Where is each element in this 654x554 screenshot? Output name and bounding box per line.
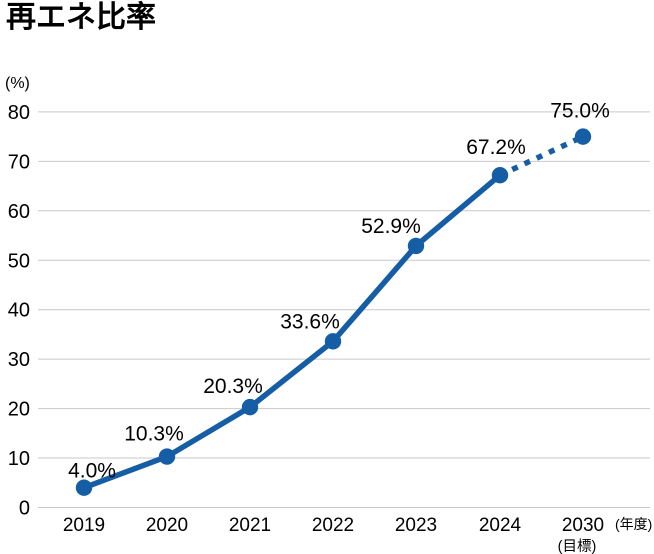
x-tick-label: 2021 [229, 515, 271, 536]
data-point [324, 333, 342, 350]
trend-line-solid [81, 172, 503, 491]
x-tick-note: (目標) [558, 538, 597, 554]
x-tick-label: 2020 [146, 515, 188, 536]
x-tick-label: 2024 [479, 515, 522, 536]
y-axis-unit-label: (%) [5, 75, 30, 92]
x-axis-unit-label: (年度) [615, 516, 653, 532]
data-point [158, 448, 176, 465]
data-point-label: 67.2% [466, 136, 526, 159]
data-point [75, 479, 93, 496]
data-point-label: 20.3% [203, 375, 263, 398]
y-tick-label: 50 [8, 250, 30, 272]
data-point-label: 52.9% [361, 215, 421, 238]
y-tick-label: 0 [19, 498, 30, 520]
y-tick-label: 20 [8, 399, 30, 421]
data-point-label: 33.6% [280, 310, 340, 333]
y-tick-label: 60 [8, 201, 30, 223]
data-point [491, 166, 509, 184]
x-tick-label: 2023 [395, 515, 437, 536]
x-tick-label: 2019 [63, 515, 105, 536]
data-point [407, 237, 425, 255]
data-point-label: 75.0% [550, 100, 610, 123]
chart-title: 再エネ比率 [6, 1, 156, 34]
data-point [241, 398, 259, 416]
x-tick-label: 2030 [562, 515, 604, 536]
trend-line-dashed [498, 134, 585, 178]
data-point-label: 4.0% [68, 460, 116, 483]
y-tick-label: 80 [8, 102, 30, 124]
y-tick-label: 10 [8, 448, 30, 470]
y-tick-label: 30 [8, 349, 30, 371]
data-point [574, 128, 592, 145]
y-tick-label: 70 [8, 151, 30, 173]
y-tick-label: 40 [8, 300, 30, 322]
data-point-label: 10.3% [124, 423, 184, 446]
x-tick-label: 2022 [312, 515, 354, 536]
